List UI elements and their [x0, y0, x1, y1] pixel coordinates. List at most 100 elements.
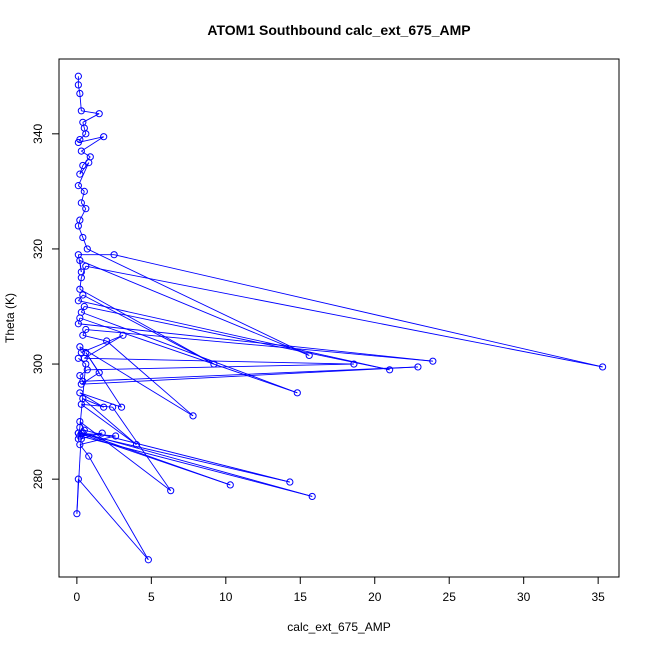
data-point: [77, 348, 85, 357]
data-point: [144, 556, 152, 564]
series-line-segment: [79, 277, 82, 290]
data-point: [386, 366, 394, 374]
data-point: [599, 363, 607, 371]
series-line-segment: [78, 185, 85, 192]
data-point: [100, 403, 108, 411]
series-line-segment: [85, 329, 433, 362]
data-point: [82, 348, 90, 357]
series-line-segment: [78, 294, 84, 302]
y-axis-label: Theta (K): [3, 293, 17, 343]
data-point: [82, 130, 90, 138]
series-line-segment: [78, 478, 149, 561]
series-line-segment: [80, 191, 85, 204]
series-line-segment: [81, 403, 113, 408]
series-line-segment: [85, 265, 603, 368]
data-point: [79, 331, 87, 339]
data-point: [74, 251, 82, 259]
data-point: [74, 72, 82, 80]
data-point: [74, 435, 82, 443]
data-point: [74, 138, 82, 147]
data-point: [100, 133, 108, 141]
series-line-segment: [81, 366, 418, 385]
data-point: [76, 285, 84, 293]
series-line-segment: [76, 433, 82, 514]
series-line-segment: [87, 248, 310, 356]
series-line-segment: [82, 334, 107, 342]
series-group: [73, 72, 607, 564]
data-point: [74, 182, 82, 190]
data-point: [74, 297, 82, 305]
series-line-segment: [82, 237, 88, 250]
series-line-segment: [80, 202, 87, 209]
series-line-segment: [82, 432, 231, 486]
series-line-segment: [78, 300, 390, 371]
series-line-segment: [81, 136, 104, 152]
data-point: [95, 110, 103, 118]
series-line-segment: [79, 444, 90, 457]
series-line-segment: [79, 435, 313, 497]
data-point: [74, 475, 82, 483]
series-line-segment: [79, 133, 87, 140]
data-point: [79, 291, 87, 299]
series-line-segment: [78, 323, 433, 362]
x-tick-label: 0: [74, 590, 81, 604]
data-point: [77, 274, 85, 282]
series-line-segment: [77, 162, 90, 186]
y-tick-label: 280: [31, 469, 45, 489]
series-line-segment: [84, 334, 124, 359]
series-line-segment: [81, 432, 103, 440]
data-point: [77, 147, 85, 155]
data-point: [226, 481, 234, 489]
data-point: [85, 452, 93, 460]
data-point: [429, 357, 437, 365]
data-point: [119, 331, 127, 339]
data-point: [98, 429, 106, 437]
x-axis-label: calc_ext_675_AMP: [287, 620, 390, 634]
data-point: [77, 380, 85, 388]
data-point: [82, 262, 90, 270]
series-line-segment: [114, 254, 603, 368]
series-line-segment: [82, 398, 137, 445]
data-point: [76, 371, 84, 380]
x-axis: 0 5 10 15 20 25 30 35: [74, 576, 605, 604]
data-point: [82, 360, 90, 368]
data-point: [77, 400, 85, 408]
series-line-segment: [81, 403, 137, 445]
series-line-segment: [77, 84, 81, 94]
x-tick-label: 25: [443, 590, 457, 604]
data-point: [77, 199, 85, 207]
data-point: [109, 403, 117, 411]
series-line-segment: [79, 260, 310, 356]
data-point: [82, 325, 90, 334]
data-point: [83, 245, 91, 253]
data-point: [95, 369, 103, 377]
data-point: [79, 233, 87, 242]
data-point: [103, 337, 111, 345]
data-point: [293, 389, 301, 397]
series-line-segment: [82, 156, 91, 166]
data-point: [79, 161, 87, 170]
series-line-segment: [80, 266, 87, 278]
data-point: [76, 170, 84, 178]
data-point: [74, 354, 82, 362]
data-point: [210, 360, 218, 368]
series-line-segment: [79, 165, 84, 175]
series-line-segment: [79, 317, 298, 394]
data-point: [76, 423, 84, 431]
chart-title: ATOM1 Southbound calc_ext_675_AMP: [207, 22, 470, 38]
data-point: [76, 389, 84, 397]
series-line-segment: [79, 369, 88, 376]
data-point: [80, 302, 88, 311]
data-point: [110, 251, 118, 259]
series-line-segment: [81, 334, 124, 353]
data-point: [80, 187, 88, 195]
series-line-segment: [79, 208, 87, 221]
data-point: [82, 205, 90, 213]
series-line-segment: [85, 352, 122, 408]
x-tick-label: 15: [294, 590, 308, 604]
x-tick-label: 30: [517, 590, 531, 604]
series-line-segment: [79, 288, 215, 365]
data-point: [77, 107, 85, 115]
data-point: [286, 478, 294, 486]
